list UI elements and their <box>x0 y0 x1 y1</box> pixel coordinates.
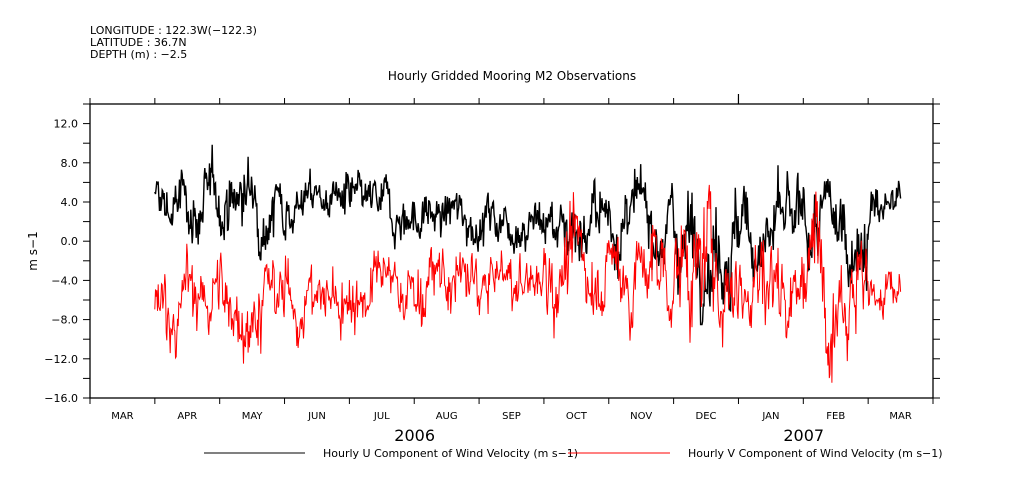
y-tick-label: 0.0 <box>61 235 79 248</box>
y-tick-label: 12.0 <box>54 118 79 131</box>
y-tick-label: −4.0 <box>51 274 78 287</box>
chart-title: Hourly Gridded Mooring M2 Observations <box>388 69 636 83</box>
month-label: MAY <box>242 411 264 422</box>
year-label: 2006 <box>394 426 435 445</box>
month-label: FEB <box>826 411 845 422</box>
month-label: JUN <box>307 411 326 422</box>
legend: Hourly U Component of Wind Velocity (m s… <box>204 447 943 460</box>
axes: 12.0 8.0 4.0 0.0 −4.0 −8.0 −12.0 −16.0 MAR APR MAY… <box>44 94 940 445</box>
y-axis-label: m s−1 <box>26 231 40 270</box>
month-label: OCT <box>566 411 588 422</box>
series-line-u-component <box>154 144 902 326</box>
month-label: AUG <box>436 411 458 422</box>
month-label: MAR <box>111 411 133 422</box>
month-label: JAN <box>761 411 779 422</box>
legend-label-u: Hourly U Component of Wind Velocity (m s… <box>323 447 578 460</box>
month-label: JUL <box>373 411 390 422</box>
y-tick-label: −8.0 <box>51 314 78 327</box>
month-label: APR <box>177 411 197 422</box>
latitude-label: LATITUDE : 36.7N <box>90 36 187 49</box>
plot-frame <box>89 103 934 399</box>
y-tick-label: 8.0 <box>61 157 79 170</box>
y-tick-label: 4.0 <box>61 196 79 209</box>
month-label: MAR <box>889 411 911 422</box>
y-tick-label: −12.0 <box>44 353 78 366</box>
plot-area <box>154 144 902 383</box>
longitude-label: LONGITUDE : 122.3W(−122.3) <box>90 24 257 37</box>
y-tick-label: −16.0 <box>44 392 78 405</box>
depth-label: DEPTH (m) : −2.5 <box>90 48 188 61</box>
month-label: NOV <box>630 411 652 422</box>
month-label: SEP <box>502 411 521 422</box>
year-label: 2007 <box>783 426 824 445</box>
month-label: DEC <box>696 411 717 422</box>
series-line-v-component <box>154 184 902 383</box>
legend-label-v: Hourly V Component of Wind Velocity (m s… <box>688 447 943 460</box>
